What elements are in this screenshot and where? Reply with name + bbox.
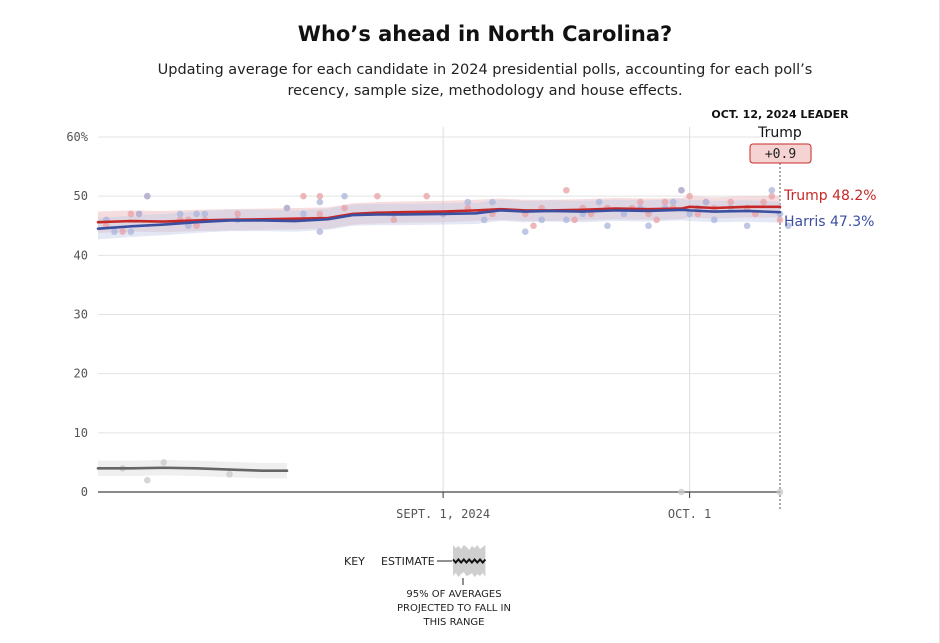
harris-poll-point <box>316 198 324 206</box>
key-note-line: PROJECTED TO FALL IN <box>397 603 511 614</box>
harris-poll-point <box>341 192 348 200</box>
other-poll-point <box>226 470 233 478</box>
key-label: KEY <box>344 555 365 568</box>
leader-header: OCT. 12, 2024 LEADER <box>711 108 849 121</box>
chart-subtitle: Updating average for each candidate in 2… <box>157 62 813 99</box>
other-poll-point <box>144 476 151 484</box>
x-tick-label: SEPT. 1, 2024 <box>396 507 490 521</box>
trump-poll-point <box>694 210 702 218</box>
chart-title: Who’s ahead in North Carolina? <box>297 22 673 46</box>
harris-poll-point <box>702 198 710 206</box>
trump-poll-point <box>645 210 652 218</box>
harris-end-label: Harris 47.3% <box>784 214 874 230</box>
key-note-line: THIS RANGE <box>422 617 484 628</box>
trump-poll-point <box>686 192 693 200</box>
harris-poll-point <box>604 222 611 230</box>
other-poll-point <box>678 488 685 496</box>
trump-poll-point <box>768 192 776 200</box>
chart-labels: Trump 48.2% Harris 47.3% OCT. 12, 2024 LEA… <box>711 108 876 230</box>
y-tick-label: 10 <box>74 426 88 440</box>
harris-poll-point <box>135 210 143 218</box>
key-estimate-line <box>452 558 487 564</box>
harris-poll-point <box>595 198 603 206</box>
harris-poll-point <box>538 216 546 224</box>
trump-poll-point <box>300 192 307 200</box>
harris-poll-point <box>784 222 792 230</box>
other-poll-point <box>776 488 784 496</box>
harris-poll-point <box>201 210 209 218</box>
harris-poll-point <box>193 210 200 218</box>
harris-poll-point <box>645 222 652 230</box>
other-average-line <box>96 466 289 473</box>
leader-margin-badge <box>749 143 812 164</box>
x-tick-label: OCT. 1 <box>668 507 711 521</box>
trump-poll-point <box>341 204 348 212</box>
y-tick-label: 0 <box>81 485 88 499</box>
key-note-line: 95% OF AVERAGES <box>406 589 501 600</box>
harris-poll-point <box>743 222 751 230</box>
trump-poll-point <box>316 192 324 200</box>
trump-poll-point <box>234 210 241 218</box>
grid: 60% 50 40 30 20 10 0 SEPT. 1, 2024 OCT. 1 <box>66 127 781 521</box>
y-tick-label: 60% <box>66 130 88 144</box>
trump-poll-point <box>530 222 537 230</box>
trump-poll-point <box>563 186 570 194</box>
harris-poll-point <box>480 216 488 224</box>
harris-poll-point <box>127 228 135 235</box>
harris-poll-point <box>678 186 685 194</box>
trump-poll-point <box>776 216 784 224</box>
harris-poll-point <box>464 198 472 206</box>
y-tick-label: 30 <box>74 308 88 322</box>
trump-poll-point <box>637 198 644 206</box>
poll-points <box>102 186 792 496</box>
key-estimate-label: ESTIMATE <box>381 555 435 568</box>
harris-poll-point <box>489 198 496 206</box>
trump-poll-point <box>653 216 661 224</box>
trump-poll-point <box>423 192 430 200</box>
leader-name: Trump <box>757 125 802 141</box>
trump-poll-point <box>374 192 381 200</box>
harris-poll-point <box>768 186 776 194</box>
harris-poll-point <box>521 228 529 235</box>
y-tick-label: 20 <box>74 367 88 381</box>
trump-poll-point <box>727 198 734 206</box>
harris-poll-point <box>144 192 151 200</box>
harris-poll-point <box>686 210 693 218</box>
harris-poll-point <box>563 216 570 224</box>
other-poll-point <box>160 459 168 466</box>
harris-average-line <box>96 208 782 231</box>
trump-poll-point <box>119 228 126 235</box>
key-range-band <box>453 545 486 577</box>
harris-poll-point <box>669 198 677 206</box>
trump-poll-point <box>571 216 578 224</box>
trump-poll-point <box>127 210 135 218</box>
leader-margin: +0.9 <box>765 147 796 162</box>
trump-poll-point <box>760 198 767 206</box>
harris-poll-point <box>620 210 628 218</box>
y-tick-label: 40 <box>74 248 88 262</box>
uncertainty-bands <box>98 196 780 479</box>
harris-poll-point <box>316 228 324 235</box>
trump-poll-point <box>661 198 669 206</box>
trump-poll-point <box>193 222 200 230</box>
trump-poll-point <box>390 216 398 224</box>
harris-poll-point <box>111 228 118 235</box>
trump-poll-point <box>316 210 324 218</box>
harris-poll-point <box>176 210 184 218</box>
harris-poll-point <box>283 204 291 212</box>
harris-poll-point <box>710 216 718 224</box>
harris-poll-point <box>300 210 307 218</box>
average-lines <box>96 205 782 473</box>
chart-key: KEY ESTIMATE 95% OF AVERAGES PROJECTED TO F… <box>344 545 511 628</box>
y-tick-label: 50 <box>74 189 88 203</box>
trump-end-label: Trump 48.2% <box>783 188 877 204</box>
